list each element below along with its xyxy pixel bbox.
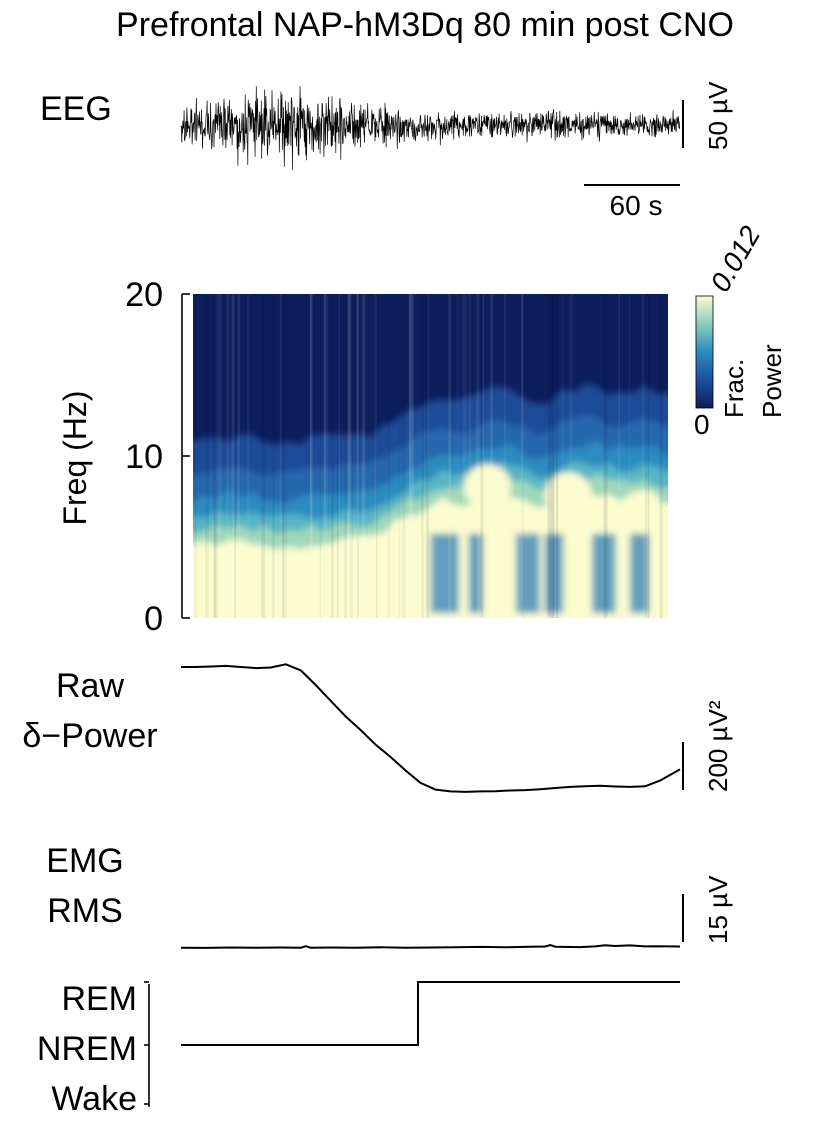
- colorbar-max-label: 0.012: [704, 220, 766, 297]
- emg-scalebar-label: 15 µV: [703, 875, 733, 944]
- hypnogram-state-label-wake: Wake: [51, 1080, 137, 1118]
- colorbar-label-line2: Power: [757, 344, 787, 418]
- emg-rms-line: [180, 943, 681, 949]
- spectrogram-tick-label-10: 10: [125, 438, 163, 476]
- colorbar: [695, 295, 714, 409]
- hypnogram-state-label-rem: REM: [61, 980, 137, 1018]
- theta-hotspot-1: [544, 472, 592, 518]
- theta-hotspot-0: [463, 464, 512, 510]
- eeg-trace: [180, 86, 681, 171]
- delta-power-scalebar-label: 200 µV²: [703, 700, 733, 792]
- eeg-time-scalebar-label: 60 s: [610, 190, 663, 221]
- colorbar-min-label: 0: [694, 409, 710, 440]
- eeg-amplitude-scalebar-label: 50 µV: [703, 81, 733, 150]
- figure-title: Prefrontal NAP-hM3Dq 80 min post CNO: [116, 6, 734, 44]
- spectrogram-tick-label-20: 20: [125, 276, 163, 314]
- spectrogram-tick-label-0: 0: [144, 600, 163, 638]
- emg-label-line2: RMS: [47, 892, 123, 930]
- theta-hotspot-2: [625, 490, 664, 533]
- hypnogram-line: [181, 981, 680, 1046]
- hypnogram-state-label-nrem: NREM: [37, 1030, 137, 1068]
- delta-power-label-line2: δ−Power: [22, 717, 157, 755]
- delta-power-line: [181, 663, 681, 793]
- delta-power-label-line1: Raw: [56, 667, 124, 705]
- spectrogram-heatmap: [193, 294, 668, 618]
- colorbar-label-line1: Frac.: [719, 359, 749, 418]
- emg-label-line1: EMG: [46, 842, 123, 880]
- spectrogram-y-axis-label: Freq (Hz): [57, 390, 93, 525]
- eeg-label: EEG: [40, 90, 112, 128]
